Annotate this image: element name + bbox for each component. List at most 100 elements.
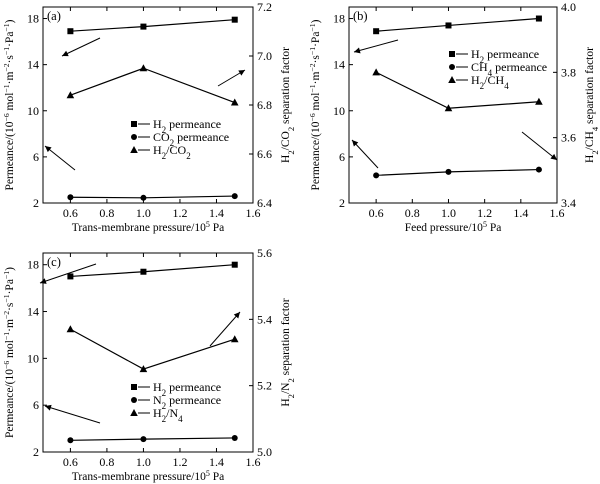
legend-item: N2 permeance	[131, 393, 221, 411]
x-tick-label: 1.6	[550, 206, 565, 220]
arrow-annotation	[521, 131, 558, 161]
legend-item: H2/N4	[130, 406, 183, 424]
y2-tick-label: 3.8	[561, 65, 576, 79]
data-point	[444, 104, 453, 112]
y-tick-label: 2	[33, 445, 39, 459]
x-tick-label: 1.4	[209, 206, 224, 220]
x-axis-label: Feed pressure/105 Pa	[405, 220, 502, 235]
legend-marker	[449, 51, 455, 57]
plot-frame	[348, 6, 558, 204]
y-tick-label: 18	[27, 258, 39, 272]
data-point	[230, 98, 239, 106]
arrow-shaft	[353, 39, 399, 53]
arrow-annotation	[44, 404, 101, 424]
legend-marker	[449, 64, 455, 70]
legend-item: H2 permeance	[131, 117, 221, 135]
legend-marker	[130, 409, 138, 416]
data-point	[535, 97, 543, 105]
data-point	[66, 91, 75, 99]
legend-item: CO2 permeance	[131, 130, 229, 148]
series-line-1	[70, 19, 235, 32]
legend-label: CH4 permeance	[471, 60, 547, 78]
legend-marker	[131, 384, 137, 390]
arrow-head	[354, 47, 361, 54]
x-tick-label: 1.2	[172, 455, 187, 469]
arrow-shaft	[44, 145, 76, 171]
x-tick-label: 1.4	[209, 455, 224, 469]
arrow-head	[62, 50, 69, 57]
series-line-1	[70, 264, 235, 278]
arrow-head	[45, 146, 52, 153]
arrow-shaft	[521, 131, 558, 161]
legend-label: H2/CH4	[471, 73, 509, 91]
data-point	[535, 166, 542, 173]
legend-label: CO2 permeance	[153, 130, 229, 148]
arrow-head	[352, 140, 359, 147]
arrow-shaft	[209, 311, 241, 347]
y-tick-label: 10	[27, 104, 39, 118]
y-axis-label: Permeance/(10−6 mol−1·m−2·s−1·Pa−1)	[2, 19, 17, 190]
data-point	[231, 261, 238, 268]
data-point	[139, 64, 148, 72]
arrow-head	[233, 312, 240, 319]
legend-marker	[131, 134, 137, 140]
data-point	[67, 437, 74, 444]
arrow-head	[550, 153, 557, 160]
plot-frame	[42, 6, 254, 204]
y-tick-label: 14	[333, 58, 345, 72]
data-point	[373, 28, 380, 35]
data-point	[67, 28, 74, 35]
data-point	[67, 273, 74, 280]
legend-label: N2 permeance	[153, 393, 221, 411]
y-tick-label: 18	[333, 12, 345, 26]
panel-label: (a)	[47, 9, 61, 23]
y2-tick-label: 6.8	[257, 98, 272, 112]
x-tick-label: 0.6	[63, 206, 78, 220]
chart-panel-1: 0.6 0.8 1.0 1.2 1.4 1.6 2 6 10 14 18 6.4 6.6 6.8 7.0 7.…	[2, 0, 297, 234]
y-tick-label: 6	[33, 398, 39, 412]
data-point	[140, 436, 147, 443]
legend-label: H2/CO2	[153, 143, 191, 161]
y-tick-label: 10	[27, 351, 39, 365]
chart-panel-3: 0.6 0.8 1.0 1.2 1.4 1.6 2 6 10 14 18 5.0 5.2 5.4 5.6 Tr…	[2, 246, 297, 483]
data-point	[66, 325, 75, 333]
y2-tick-label: 5.4	[257, 312, 272, 326]
y2-tick-label: 7.0	[257, 49, 272, 63]
series-line-2	[376, 168, 539, 176]
y2-tick-label: 5.0	[257, 445, 272, 459]
y-tick-label: 14	[27, 58, 39, 72]
x-tick-label: 0.8	[99, 455, 114, 469]
data-point	[230, 335, 239, 343]
arrow-shaft	[39, 263, 97, 284]
y-tick-label: 2	[339, 196, 345, 210]
legend-marker	[130, 146, 138, 153]
data-point	[67, 194, 74, 201]
arrow-annotation	[44, 145, 76, 171]
chart-panel-2: 0.6 0.8 1.0 1.2 1.4 1.6 2 6 10 14 18 3.4 3.6 3.8 4.0 Fe…	[308, 0, 600, 234]
x-axis-label: Trans-membrane pressure/105 Pa	[72, 220, 224, 235]
data-point	[231, 193, 238, 200]
arrow-annotation	[217, 69, 246, 87]
data-point	[140, 23, 147, 30]
arrow-shaft	[351, 139, 379, 169]
y-tick-label: 2	[33, 196, 39, 210]
y-tick-label: 6	[33, 150, 39, 164]
data-point	[139, 365, 148, 373]
y2-tick-label: 6.6	[257, 147, 272, 161]
series-line-3	[70, 67, 235, 104]
data-point	[535, 15, 542, 22]
panel-label: (b)	[353, 9, 368, 23]
data-point	[372, 68, 380, 76]
x-tick-label: 0.6	[63, 455, 78, 469]
y-tick-label: 14	[27, 305, 39, 319]
legend-marker	[131, 397, 137, 403]
legend-item: H2 permeance	[449, 47, 539, 65]
series-line-3	[375, 71, 539, 109]
y2-tick-label: 3.6	[561, 131, 576, 145]
legend-marker	[131, 121, 137, 127]
legend-label: H2 permeance	[471, 47, 539, 65]
data-point	[373, 172, 380, 179]
legend-marker	[448, 76, 456, 83]
legend-label: H2 permeance	[153, 117, 221, 135]
